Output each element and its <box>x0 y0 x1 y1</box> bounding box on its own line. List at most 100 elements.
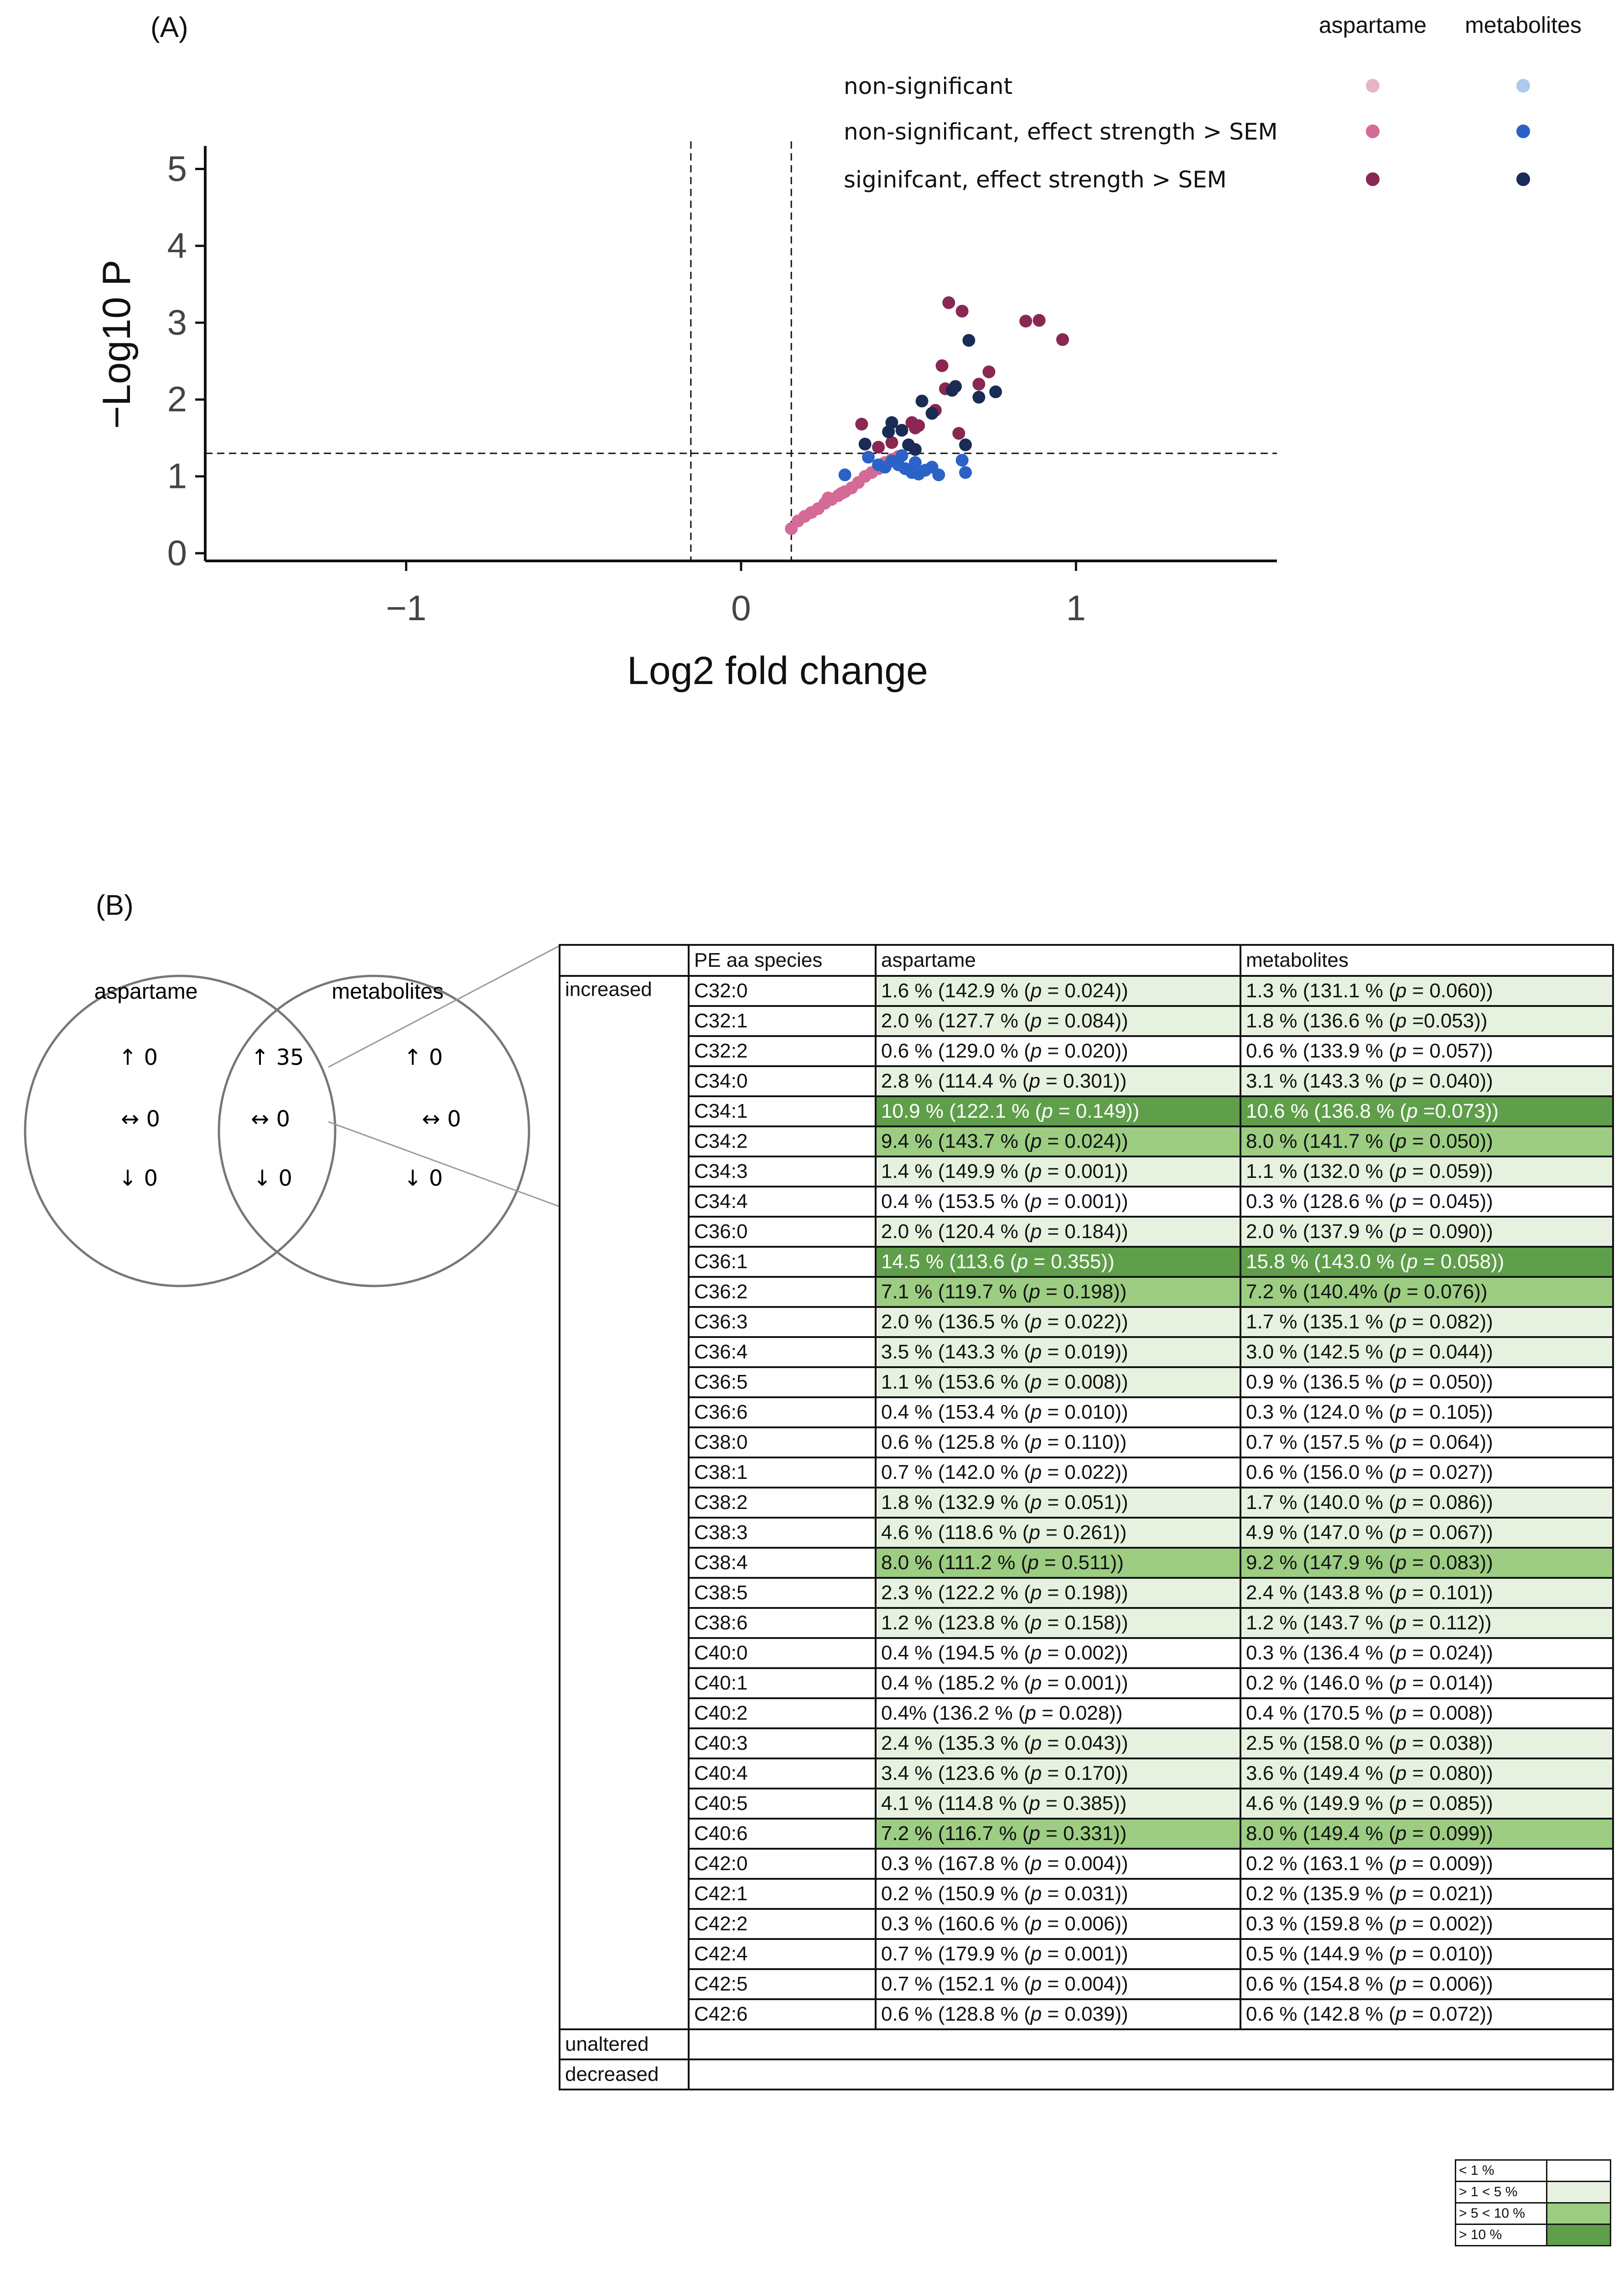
legend-swatch <box>1366 172 1380 186</box>
aspartame-cell: 4.6 % (118.6 % (p = 0.261)) <box>875 1517 1241 1549</box>
x-tick-label: 1 <box>1066 588 1086 628</box>
metabolites-cell: 0.3 % (124.0 % (p = 0.105)) <box>1240 1396 1614 1428</box>
venn-right-same: ↔ 0 <box>422 1106 461 1132</box>
table-row: C38:2 1.8 % (132.9 % (p = 0.051)) 1.7 % (1… <box>560 1487 1614 1519</box>
metabolites-cell: 2.5 % (158.0 % (p = 0.038)) <box>1240 1727 1614 1759</box>
table-row: C42:2 0.3 % (160.6 % (p = 0.006)) 0.3 % (1… <box>560 1908 1614 1940</box>
legend-column-title: metabolites <box>1465 12 1582 38</box>
metabolites-cell: 0.6 % (154.8 % (p = 0.006)) <box>1240 1968 1614 2000</box>
table-row: C40:3 2.4 % (135.3 % (p = 0.043)) 2.5 % (1… <box>560 1727 1614 1759</box>
table-row: C38:4 8.0 % (111.2 % (p = 0.511)) 9.2 % (1… <box>560 1547 1614 1579</box>
table-row: C38:0 0.6 % (125.8 % (p = 0.110)) 0.7 % (1… <box>560 1426 1614 1458</box>
data-point <box>858 437 872 451</box>
data-point <box>838 468 851 482</box>
table-row: C40:2 0.4% (136.2 % (p = 0.028)) 0.4 % (17… <box>560 1697 1614 1729</box>
metabolites-cell: 2.0 % (137.9 % (p = 0.090)) <box>1240 1216 1614 1248</box>
metabolites-cell: 3.0 % (142.5 % (p = 0.044)) <box>1240 1336 1614 1368</box>
species-cell: C40:4 <box>688 1758 877 1789</box>
data-point <box>935 359 949 372</box>
metabolites-cell: 0.9 % (136.5 % (p = 0.050)) <box>1240 1366 1614 1398</box>
y-tick-label: 1 <box>167 456 187 496</box>
species-cell: C34:2 <box>688 1125 877 1157</box>
aspartame-cell: 1.6 % (142.9 % (p = 0.024)) <box>875 975 1241 1007</box>
data-point <box>908 456 922 469</box>
aspartame-cell: 0.6 % (129.0 % (p = 0.020)) <box>875 1035 1241 1067</box>
aspartame-cell: 1.4 % (149.9 % (p = 0.001)) <box>875 1156 1241 1187</box>
species-cell: C38:6 <box>688 1607 877 1639</box>
data-point <box>932 468 945 482</box>
legend-row: < 1 % <box>1455 2159 1611 2182</box>
metabolites-cell: 0.5 % (144.9 % (p = 0.010)) <box>1240 1938 1614 1970</box>
legend-row-label: non-significant, effect strength > SEM <box>844 119 1278 145</box>
table-row: C34:0 2.8 % (114.4 % (p = 0.301)) 3.1 % (1… <box>560 1065 1614 1097</box>
aspartame-cell: 4.1 % (114.8 % (p = 0.385)) <box>875 1788 1241 1820</box>
species-cell: C36:4 <box>688 1336 877 1368</box>
data-point <box>942 296 955 309</box>
table-row-decreased: decreased <box>559 2058 1614 2090</box>
pe-species-table: PE aa species aspartame metabolites incr… <box>559 944 1614 2090</box>
table-row: C42:6 0.6 % (128.8 % (p = 0.039)) 0.6 % (1… <box>560 1998 1614 2030</box>
aspartame-cell: 0.2 % (150.9 % (p = 0.031)) <box>875 1878 1241 1910</box>
table-row: C38:6 1.2 % (123.8 % (p = 0.158)) 1.2 % (1… <box>560 1607 1614 1639</box>
venn-middle-up: ↑ 35 <box>251 1045 304 1070</box>
venn-middle-down: ↓ 0 <box>253 1166 292 1191</box>
metabolites-cell: 10.6 % (136.8 % (p =0.073)) <box>1240 1095 1614 1127</box>
species-cell: C32:2 <box>688 1035 877 1067</box>
legend-row-label: siginifcant, effect strength > SEM <box>844 166 1227 193</box>
data-point <box>949 380 962 393</box>
aspartame-cell: 1.8 % (132.9 % (p = 0.051)) <box>875 1487 1241 1519</box>
metabolites-cell: 0.6 % (156.0 % (p = 0.027)) <box>1240 1457 1614 1488</box>
table-row: C36:0 2.0 % (120.4 % (p = 0.184)) 2.0 % (1… <box>560 1216 1614 1248</box>
aspartame-cell: 1.2 % (123.8 % (p = 0.158)) <box>875 1607 1241 1639</box>
species-cell: C34:4 <box>688 1186 877 1218</box>
aspartame-cell: 0.3 % (167.8 % (p = 0.004)) <box>875 1848 1241 1880</box>
legend-swatch <box>1546 2159 1611 2182</box>
aspartame-cell: 0.4 % (185.2 % (p = 0.001)) <box>875 1667 1241 1699</box>
aspartame-cell: 2.3 % (122.2 % (p = 0.198)) <box>875 1577 1241 1609</box>
venn-left-down: ↓ 0 <box>119 1166 158 1191</box>
metabolites-cell: 9.2 % (147.9 % (p = 0.083)) <box>1240 1547 1614 1579</box>
legend-swatch <box>1366 124 1380 138</box>
y-tick-label: 0 <box>167 533 187 573</box>
data-point <box>895 424 908 437</box>
species-cell: C36:5 <box>688 1366 877 1398</box>
y-tick-label: 5 <box>167 149 187 189</box>
table-row: C36:4 3.5 % (143.3 % (p = 0.019)) 3.0 % (1… <box>560 1336 1614 1368</box>
species-cell: C40:5 <box>688 1788 877 1820</box>
aspartame-cell: 0.7 % (152.1 % (p = 0.004)) <box>875 1968 1241 2000</box>
venn-right-up: ↑ 0 <box>404 1045 443 1070</box>
data-point <box>925 407 939 420</box>
data-point <box>885 416 898 429</box>
species-cell: C40:1 <box>688 1667 877 1699</box>
species-cell: C42:0 <box>688 1848 877 1880</box>
species-cell: C40:3 <box>688 1727 877 1759</box>
legend-row: > 10 % <box>1455 2224 1611 2246</box>
metabolites-cell: 3.6 % (149.4 % (p = 0.080)) <box>1240 1758 1614 1789</box>
table-row: C38:3 4.6 % (118.6 % (p = 0.261)) 4.9 % (1… <box>560 1517 1614 1549</box>
aspartame-cell: 0.7 % (179.9 % (p = 0.001)) <box>875 1938 1241 1970</box>
data-point <box>1033 314 1046 327</box>
species-cell: C32:0 <box>688 975 877 1007</box>
legend-swatch <box>1516 172 1530 186</box>
aspartame-cell: 7.1 % (119.7 % (p = 0.198)) <box>875 1276 1241 1308</box>
legend-swatch <box>1546 2181 1611 2204</box>
species-cell: C38:5 <box>688 1577 877 1609</box>
legend-label: < 1 % <box>1455 2159 1547 2182</box>
table-row: C34:1 10.9 % (122.1 % (p = 0.149)) 10.6 % … <box>560 1095 1614 1127</box>
table-row: C42:5 0.7 % (152.1 % (p = 0.004)) 0.6 % (1… <box>560 1968 1614 2000</box>
table-row: C34:4 0.4 % (153.5 % (p = 0.001)) 0.3 % (1… <box>560 1186 1614 1218</box>
color-legend: < 1 % > 1 < 5 % > 5 < 10 % > 10 % <box>1455 2159 1611 2246</box>
empty-cell <box>688 2028 1614 2060</box>
metabolites-cell: 0.2 % (163.1 % (p = 0.009)) <box>1240 1848 1614 1880</box>
legend-label: > 1 < 5 % <box>1455 2181 1547 2204</box>
table-row: C42:0 0.3 % (167.8 % (p = 0.004)) 0.2 % (1… <box>560 1848 1614 1880</box>
x-tick-label: −1 <box>386 588 426 628</box>
callout-line-bottom <box>328 1121 559 1207</box>
header-species: PE aa species <box>688 944 877 977</box>
species-cell: C34:0 <box>688 1065 877 1097</box>
aspartame-cell: 1.1 % (153.6 % (p = 0.008)) <box>875 1366 1241 1398</box>
aspartame-cell: 3.5 % (143.3 % (p = 0.019)) <box>875 1336 1241 1368</box>
data-point <box>915 394 929 408</box>
data-point <box>855 418 868 431</box>
header-metabolites: metabolites <box>1240 944 1614 977</box>
